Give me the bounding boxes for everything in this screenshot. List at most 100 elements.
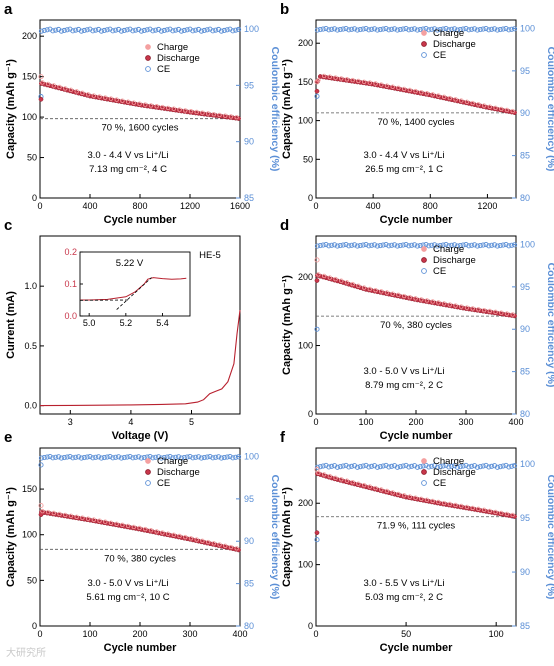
x-tick-label: 1200	[180, 201, 200, 211]
ce-point	[218, 455, 224, 461]
charge-point	[223, 543, 228, 548]
charge-point	[407, 494, 413, 499]
inset: 5.0 5.2 5.4 0.0 0.1 0.2 5.22 V	[64, 247, 191, 328]
charge-point	[453, 97, 458, 102]
ce-point	[136, 454, 142, 460]
ce-point	[201, 27, 207, 34]
ce-point	[101, 455, 107, 461]
ce-point	[193, 454, 199, 460]
charge-point-first	[38, 74, 44, 80]
y-right-tick-label: 90	[244, 137, 254, 147]
ce-point	[221, 27, 227, 34]
ce-point	[61, 455, 67, 461]
charge-point	[148, 528, 154, 533]
ce-point	[394, 464, 400, 470]
charge-point	[356, 283, 361, 289]
charge-point	[327, 275, 333, 280]
ce-point	[417, 464, 423, 470]
watermark: 大研究所	[6, 648, 46, 659]
ce-point	[512, 242, 518, 248]
ce-point	[337, 243, 343, 249]
y-right-axis-title: Coulombic efficiency (%)	[545, 263, 554, 388]
charge-point	[390, 291, 395, 296]
ce-point	[230, 455, 236, 461]
ce-point	[497, 464, 503, 470]
legend-marker	[421, 52, 427, 58]
y-right-tick-label: 100	[520, 459, 535, 469]
x-axis-title: Cycle number	[380, 214, 453, 226]
charge-point	[148, 103, 154, 108]
ce-point	[233, 27, 239, 33]
y-right-tick-label: 90	[520, 567, 530, 577]
y-right-axis-title: Coulombic efficiency (%)	[269, 47, 281, 172]
charge-point	[125, 523, 131, 529]
charge-point	[321, 73, 327, 79]
ce-point	[181, 27, 187, 34]
charge-point	[45, 509, 51, 515]
charge-point	[459, 503, 464, 509]
panel-d: d 0 100 200 300 400 0 100 200 80 85 90 95 100 Cycle nu…	[280, 217, 554, 442]
ce-point	[121, 27, 127, 34]
ce-point	[486, 243, 492, 249]
ce-point	[320, 26, 326, 32]
ce-point	[406, 464, 412, 470]
legend-marker	[145, 44, 151, 50]
ce-point	[432, 242, 438, 248]
ce-point	[412, 242, 418, 248]
ce-point	[121, 455, 127, 461]
ce-point	[130, 455, 136, 461]
ce-point	[446, 27, 452, 33]
ce-point	[170, 28, 176, 34]
ce-point	[201, 455, 207, 461]
y-tick-label: 0	[32, 621, 37, 631]
ce-point	[380, 26, 386, 32]
charge-point	[470, 100, 475, 106]
ce-point	[372, 242, 378, 248]
ce-point	[466, 27, 472, 33]
legend-label: Discharge	[157, 467, 200, 478]
charge-point	[234, 546, 239, 551]
charge-point	[504, 511, 510, 517]
ce-point	[204, 27, 210, 33]
ce-point	[334, 464, 340, 470]
y-tick-label: 0	[308, 621, 313, 631]
inset-y-tick-label: 0.0	[64, 311, 77, 321]
ce-point	[118, 455, 124, 461]
ce-point	[457, 243, 463, 249]
charge-point	[436, 499, 441, 505]
charge-point	[481, 103, 487, 108]
ce-point	[340, 463, 346, 469]
ce-point	[466, 464, 472, 470]
charge-point	[80, 515, 85, 520]
ce-point	[414, 27, 420, 33]
ce-point	[346, 27, 352, 33]
ce-point	[173, 454, 179, 460]
charge-point	[85, 516, 91, 521]
legend-marker	[145, 66, 151, 72]
ce-point	[90, 455, 96, 461]
ce-point	[366, 464, 372, 470]
ce-point	[369, 463, 375, 469]
y-right-tick-label: 100	[244, 24, 259, 34]
y-tick-label: 100	[22, 530, 37, 540]
ce-point	[457, 464, 463, 470]
y-right-tick-label: 85	[244, 579, 254, 589]
ce-point	[224, 454, 230, 460]
charge-point	[424, 497, 430, 503]
charge-point	[470, 505, 475, 511]
charge-point	[316, 272, 321, 277]
charge-point	[217, 112, 222, 118]
charge-point	[436, 93, 441, 98]
charge-point	[367, 484, 373, 489]
charge-point	[154, 529, 159, 534]
charge-point	[464, 305, 470, 310]
ce-point	[360, 242, 366, 248]
y-right-tick-label: 85	[520, 367, 530, 377]
ce-point	[124, 27, 130, 33]
ce-point	[61, 27, 67, 34]
ce-point	[176, 454, 182, 460]
ce-point	[354, 243, 360, 249]
charge-point	[476, 102, 481, 107]
ce-point	[506, 27, 512, 33]
ce-point	[98, 455, 104, 461]
